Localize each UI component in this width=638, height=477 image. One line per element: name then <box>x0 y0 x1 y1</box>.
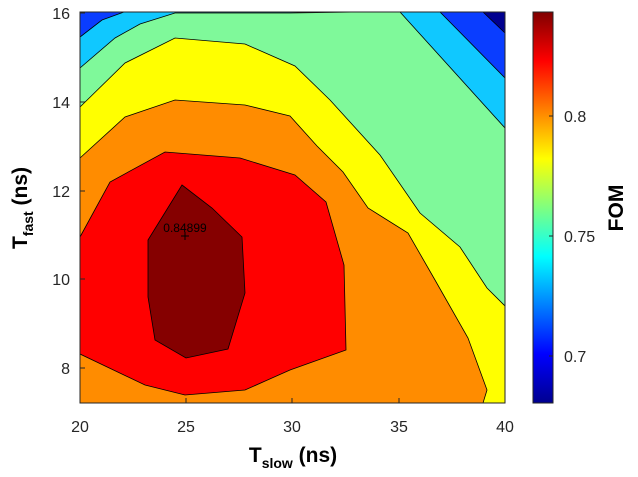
y-axis: 8 10 12 14 16 Tfast (ns) <box>9 6 85 378</box>
contour-level-7 <box>147 184 246 359</box>
x-tick-label: 40 <box>496 419 514 436</box>
y-axis-label-base: T <box>9 236 32 249</box>
peak-label: 0.84899 <box>163 221 207 235</box>
x-axis-label-sub: slow <box>262 455 293 471</box>
y-axis-label-unit: (ns) <box>9 167 32 211</box>
x-axis-label-unit: (ns) <box>293 444 337 467</box>
y-tick-label: 10 <box>52 272 70 289</box>
colorbar-tick-label: 0.75 <box>564 229 595 246</box>
colorbar-tick-label: 0.7 <box>564 349 586 366</box>
x-tick-label: 20 <box>71 419 89 436</box>
x-tick-label: 30 <box>283 419 301 436</box>
colorbar-gradient <box>532 11 554 404</box>
colorbar-tick-label: 0.8 <box>564 109 586 126</box>
x-axis-label-base: T <box>249 444 262 467</box>
y-axis-label: Tfast (ns) <box>9 167 36 249</box>
x-tick-label: 35 <box>390 419 408 436</box>
y-tick-label: 16 <box>52 6 70 23</box>
contour-area <box>80 12 505 403</box>
x-axis-label: Tslow (ns) <box>249 444 337 471</box>
y-tick-label: 8 <box>61 361 70 378</box>
y-tick-label: 14 <box>52 95 70 112</box>
x-axis: 20 25 30 35 40 Tslow (ns) <box>71 398 514 471</box>
colorbar-label: FOM <box>605 185 628 232</box>
y-tick-label: 12 <box>52 184 70 201</box>
y-axis-label-sub: fast <box>20 211 36 236</box>
peak-annotation: 0.84899 <box>163 221 207 240</box>
x-tick-label: 25 <box>177 419 195 436</box>
colorbar: 0.7 0.75 0.8 FOM <box>532 11 628 404</box>
